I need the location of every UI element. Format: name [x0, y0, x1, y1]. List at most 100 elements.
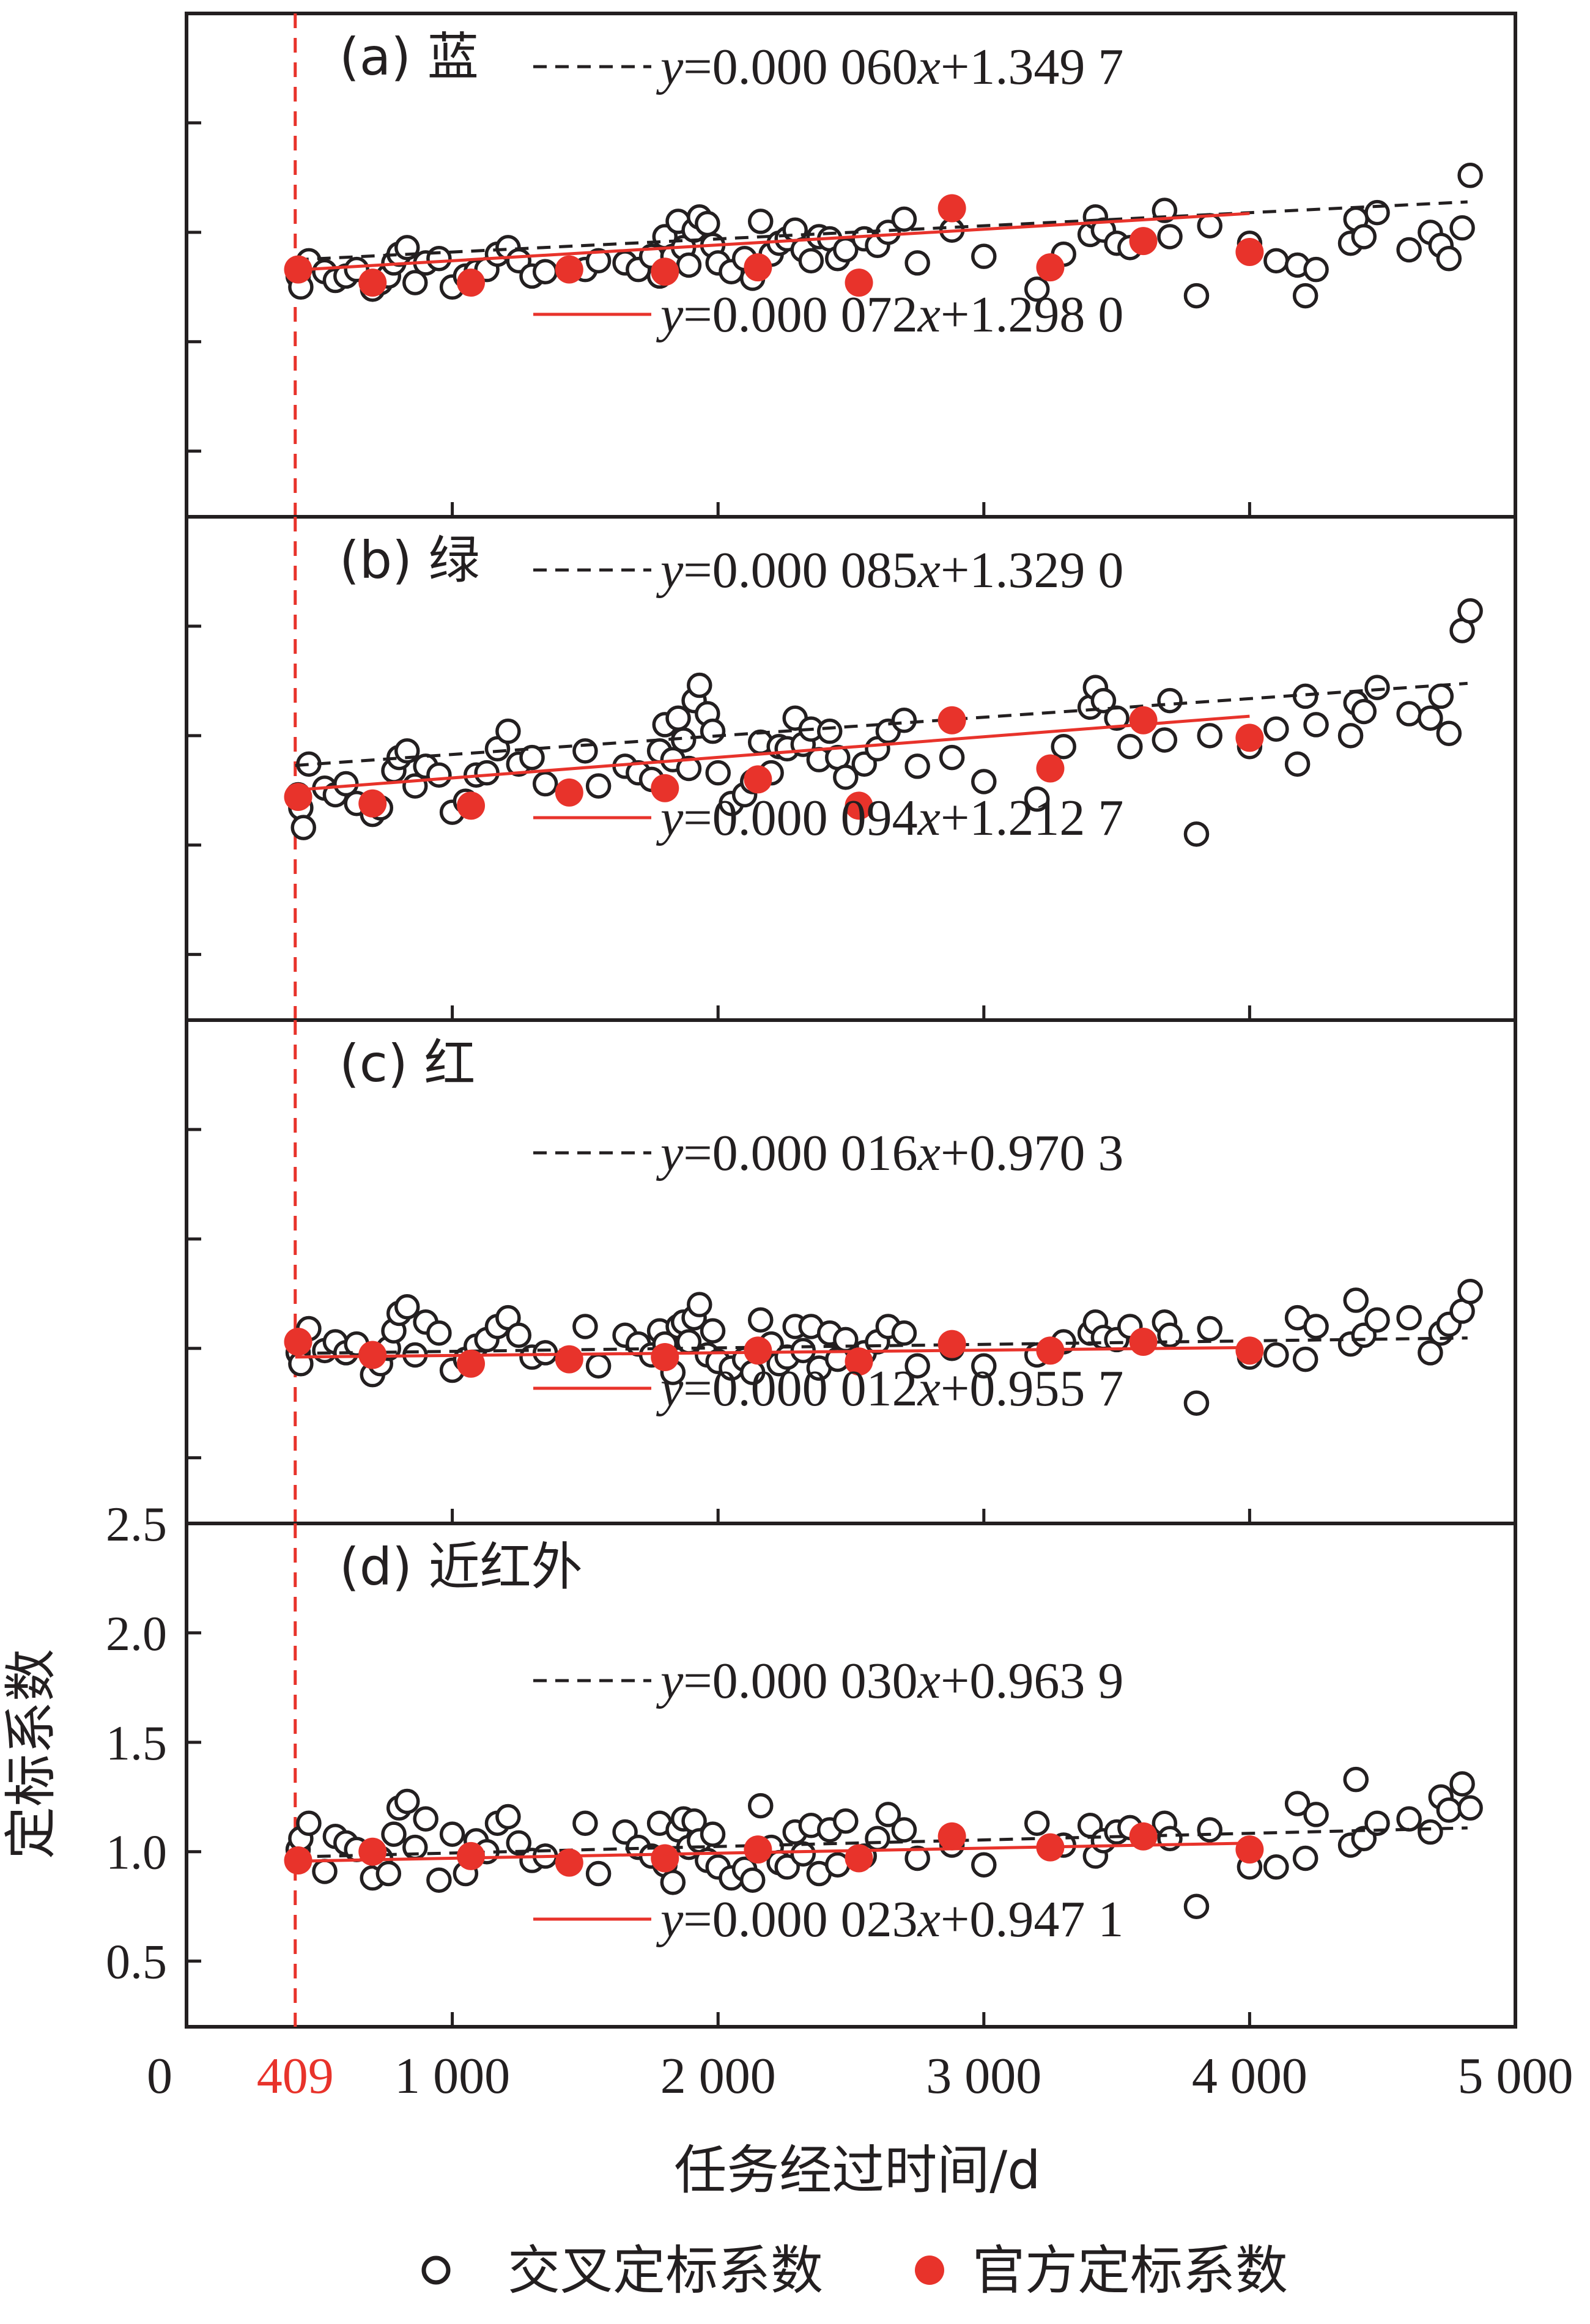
equation-constant: +0.970 3: [941, 1125, 1123, 1182]
cross-point: [1418, 1340, 1443, 1366]
panel-label: (a) 蓝: [339, 27, 479, 87]
cross-point: [1337, 723, 1364, 749]
equation-x: x: [917, 1360, 941, 1417]
equation-y: y: [656, 286, 684, 343]
x-tick-label: 1 000: [394, 2048, 510, 2104]
official-fit-equation: y=0.000 023x+0.947 1: [656, 1891, 1123, 1948]
cross-fit-equation: y=0.000 085x+1.329 0: [656, 542, 1123, 599]
official-point: [937, 706, 966, 735]
cross-point: [1343, 1287, 1369, 1313]
official-point: [937, 1330, 966, 1358]
cross-point: [1263, 716, 1289, 742]
cross-point: [665, 705, 691, 731]
official-point: [1235, 1336, 1264, 1365]
official-point: [651, 257, 679, 286]
cross-point: [891, 1320, 917, 1346]
panel-label: (b) 绿: [339, 530, 480, 590]
cross-point: [904, 1845, 930, 1871]
cross-fit-equation: y=0.000 030x+0.963 9: [656, 1652, 1123, 1709]
official-point: [937, 194, 966, 223]
cross-point: [747, 1307, 774, 1333]
cross-point: [1292, 283, 1318, 309]
cross-point: [312, 1859, 338, 1884]
official-point: [845, 791, 873, 820]
official-point: [1235, 723, 1264, 752]
cross-point: [1183, 1390, 1210, 1416]
y-tick-label: 2.5: [106, 1498, 167, 1552]
cross-point: [833, 1808, 859, 1834]
x-tick-label: 4 000: [1192, 2048, 1307, 2104]
official-point: [555, 1345, 583, 1374]
cross-point: [1183, 821, 1210, 847]
cross-point: [1284, 1791, 1311, 1816]
official-point: [358, 1341, 387, 1369]
cross-point: [532, 1340, 558, 1366]
cross-point: [1457, 1795, 1483, 1821]
cross-fit-line: [295, 200, 1468, 262]
cross-point: [1418, 705, 1443, 731]
cross-point: [1292, 683, 1318, 709]
legend-official-label: 官方定标系数: [972, 2240, 1288, 2301]
official-point: [1036, 754, 1065, 783]
cross-point: [891, 206, 917, 232]
cross-point: [532, 771, 558, 797]
cross-point: [375, 1860, 402, 1887]
equation-constant: +1.349 7: [941, 39, 1123, 95]
official-point: [937, 1822, 966, 1851]
equation-x: x: [917, 542, 941, 599]
equation-x: x: [917, 286, 941, 343]
cross-point: [1457, 1278, 1483, 1304]
cross-point: [1024, 1810, 1050, 1836]
equation-constant: +0.955 7: [941, 1360, 1123, 1417]
cross-point: [1197, 1817, 1222, 1843]
cross-point: [833, 764, 859, 790]
equation-constant: +1.298 0: [941, 286, 1123, 343]
equation-constant: +1.212 7: [941, 790, 1123, 846]
cross-point: [1183, 1893, 1210, 1919]
official-fit-line: [295, 212, 1250, 272]
legend-cross-marker: [421, 2256, 451, 2285]
equation-slope: =0.000 012: [683, 1360, 917, 1417]
equation-slope: =0.000 094: [683, 790, 917, 846]
official-fit-equation: y=0.000 094x+1.212 7: [656, 790, 1123, 846]
cross-point: [891, 1817, 917, 1843]
cross-point: [1457, 163, 1483, 188]
cross-point: [1396, 1304, 1422, 1331]
equation-x: x: [917, 1652, 941, 1709]
equation-constant: +0.963 9: [941, 1652, 1123, 1709]
equation-y: y: [656, 1652, 684, 1709]
official-point: [457, 791, 486, 820]
equation-slope: =0.000 030: [683, 1652, 917, 1709]
cross-point: [1303, 1802, 1329, 1827]
cross-point: [790, 1841, 816, 1867]
y-tick-label: 1.5: [106, 1717, 167, 1771]
equation-y: y: [656, 1360, 684, 1417]
cross-point: [532, 259, 558, 284]
cross-point: [495, 1804, 521, 1830]
official-point: [1235, 1835, 1264, 1864]
cross-point: [939, 744, 965, 771]
official-point: [457, 1349, 486, 1378]
cross-point: [1197, 213, 1222, 239]
official-point: [1129, 706, 1158, 735]
cross-point: [676, 755, 702, 782]
cross-point: [904, 753, 930, 779]
cross-point: [1396, 701, 1422, 727]
official-point: [555, 778, 583, 807]
cross-point: [904, 250, 930, 276]
panel-frame: [185, 1522, 1517, 2029]
x-tick-label: 0: [147, 2048, 172, 2104]
cross-point: [381, 1821, 407, 1847]
official-fit-equation: y=0.000 072x+1.298 0: [656, 286, 1123, 343]
equation-y: y: [656, 39, 684, 95]
cross-point: [1436, 1797, 1462, 1823]
cross-point: [1457, 598, 1483, 624]
cross-point: [971, 769, 997, 794]
x-highlight-label: 409: [257, 2048, 334, 2104]
x-tick-label: 2 000: [660, 2048, 776, 2104]
y-axis-label: 定标系数: [1, 1649, 62, 1859]
cross-point: [687, 1292, 712, 1317]
official-point: [1129, 1328, 1158, 1356]
y-tick-label: 0.5: [106, 1936, 167, 1989]
